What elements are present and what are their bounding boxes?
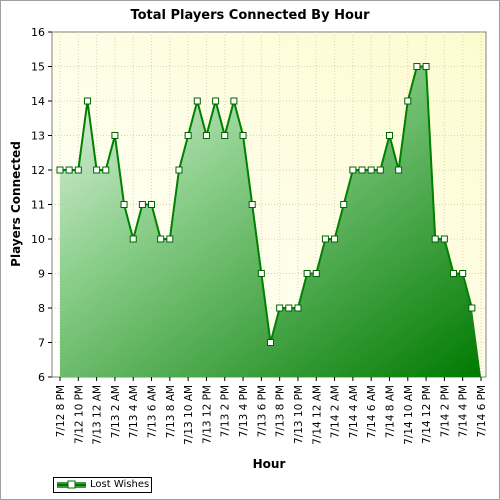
- data-point: [321, 235, 329, 243]
- chart-title: Total Players Connected By Hour: [130, 8, 370, 23]
- y-tick-label: 9: [38, 268, 45, 281]
- data-point: [257, 270, 265, 277]
- data-point: [221, 132, 229, 139]
- data-point: [285, 304, 293, 312]
- y-tick-label: 13: [31, 130, 45, 143]
- x-tick-label: 7/14 2 PM: [439, 385, 451, 437]
- data-point: [239, 132, 247, 139]
- data-point: [111, 132, 119, 139]
- data-point: [340, 201, 348, 208]
- data-point: [276, 304, 284, 312]
- legend-swatch: [57, 480, 86, 489]
- y-axis: 6 7 8 9 10 11 12 13 14 15 16: [31, 26, 52, 384]
- x-tick-label: 7/13 10 AM: [183, 385, 195, 445]
- data-point: [376, 166, 384, 174]
- series-area: [60, 65, 481, 377]
- x-tick-label: 7/13 4 PM: [238, 385, 250, 437]
- data-point: [74, 166, 82, 174]
- x-tick-label: 7/12 8 PM: [55, 385, 67, 437]
- y-tick-label: 8: [38, 302, 45, 315]
- series-markers: [56, 63, 476, 346]
- y-tick-label: 11: [31, 199, 45, 212]
- data-point: [175, 166, 183, 174]
- data-point: [422, 63, 430, 70]
- data-point: [468, 304, 476, 312]
- y-tick-label: 16: [31, 26, 45, 39]
- data-point: [312, 270, 320, 277]
- x-tick-label: 7/13 6 AM: [147, 385, 159, 438]
- data-point: [431, 235, 439, 243]
- x-tick-label: 7/14 6 AM: [366, 385, 378, 438]
- x-tick-label: 7/12 10 PM: [73, 385, 85, 444]
- data-point: [193, 97, 201, 105]
- x-tick-label: 7/14 8 AM: [384, 385, 396, 438]
- data-point: [83, 97, 91, 105]
- x-tick-label: 7/13 10 PM: [293, 385, 305, 444]
- data-point: [385, 132, 393, 139]
- data-point: [202, 132, 210, 139]
- x-tick-label: 7/14 4 AM: [348, 385, 360, 438]
- x-tick-label: 7/13 6 PM: [256, 385, 268, 437]
- legend: Lost Wishes: [53, 477, 152, 493]
- data-point: [459, 270, 467, 277]
- data-point: [404, 97, 412, 105]
- area-fill: [60, 66, 481, 377]
- x-tick-label: 7/13 12 PM: [201, 385, 213, 444]
- data-point: [303, 270, 311, 277]
- x-tick-label: 7/13 8 AM: [165, 385, 177, 438]
- y-tick-label: 6: [38, 371, 45, 384]
- x-tick-label: 7/14 4 PM: [458, 385, 470, 437]
- x-axis-label: Hour: [253, 457, 286, 471]
- x-tick-label: 7/14 2 AM: [330, 385, 342, 438]
- y-tick-label: 15: [31, 61, 45, 74]
- x-axis: 7/12 8 PM 7/12 10 PM 7/13 12 AM 7/13 2 AM 7/…: [55, 377, 488, 445]
- data-point: [120, 201, 128, 208]
- x-tick-label: 7/13 4 AM: [128, 385, 140, 438]
- data-point: [102, 166, 110, 174]
- data-point: [349, 166, 357, 174]
- data-point: [93, 166, 101, 174]
- y-axis-label: Players Connected: [9, 141, 23, 267]
- data-point: [138, 201, 146, 208]
- x-tick-label: 7/14 12 PM: [421, 385, 433, 444]
- x-tick-label: 7/13 2 AM: [110, 385, 122, 438]
- y-tick-label: 7: [38, 337, 45, 350]
- x-tick-label: 7/13 2 PM: [220, 385, 232, 437]
- data-point: [56, 166, 64, 174]
- data-point: [331, 235, 339, 243]
- data-point: [212, 97, 220, 105]
- data-point: [440, 235, 448, 243]
- y-tick-label: 12: [31, 164, 45, 177]
- data-point: [230, 97, 238, 105]
- data-point: [267, 339, 274, 346]
- data-point: [294, 304, 302, 312]
- x-tick-label: 7/14 6 PM: [476, 385, 488, 437]
- x-tick-label: 7/14 12 AM: [311, 385, 323, 445]
- data-point: [184, 132, 192, 139]
- data-point: [395, 166, 403, 174]
- x-tick-label: 7/14 10 AM: [403, 385, 415, 445]
- data-point: [65, 166, 73, 174]
- series-line: [60, 65, 473, 343]
- data-point: [358, 166, 366, 174]
- data-point: [129, 235, 137, 243]
- x-tick-label: 7/13 12 AM: [92, 385, 104, 445]
- legend-label: Lost Wishes: [90, 479, 150, 490]
- x-tick-label: 7/13 8 PM: [275, 385, 287, 437]
- data-point: [367, 166, 375, 174]
- y-tick-label: 14: [31, 95, 45, 108]
- data-point: [413, 63, 421, 70]
- data-point: [450, 270, 458, 277]
- data-point: [248, 201, 256, 208]
- data-point: [157, 235, 165, 243]
- data-point: [148, 201, 156, 208]
- data-point: [166, 235, 174, 243]
- y-tick-label: 10: [31, 233, 45, 246]
